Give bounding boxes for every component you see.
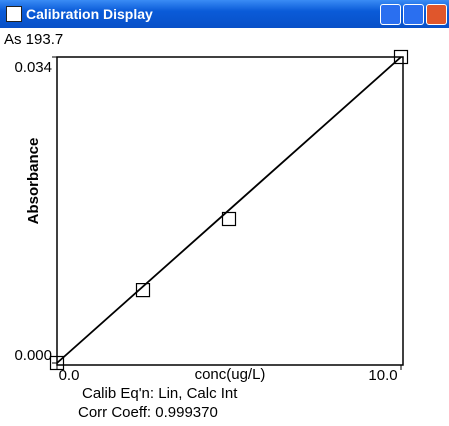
y-tick-label: 0.034 bbox=[14, 59, 52, 76]
data-point bbox=[393, 49, 409, 65]
annotation: Calib Eq'n: Lin, Calc Int bbox=[82, 385, 238, 402]
x-tick-label: 10.0 bbox=[368, 367, 397, 384]
annotation: Corr Coeff: 0.999370 bbox=[78, 404, 218, 421]
window-title: Calibration Display bbox=[26, 6, 153, 22]
app-icon bbox=[6, 6, 22, 22]
data-point bbox=[221, 211, 237, 227]
x-axis-label: conc(ug/L) bbox=[195, 366, 266, 383]
minimize-button[interactable] bbox=[380, 4, 401, 25]
title-bar: Calibration Display bbox=[0, 0, 449, 28]
chart-subtitle: As 193.7 bbox=[4, 31, 63, 48]
y-tick-label: 0.000 bbox=[14, 347, 52, 364]
close-button[interactable] bbox=[426, 4, 447, 25]
data-point bbox=[49, 355, 65, 371]
plot-frame bbox=[56, 56, 404, 366]
x-tick-label: 0.0 bbox=[59, 367, 80, 384]
maximize-button[interactable] bbox=[403, 4, 424, 25]
y-axis-label: Absorbance bbox=[25, 138, 42, 225]
fit-line bbox=[56, 56, 402, 364]
data-point bbox=[135, 283, 151, 298]
